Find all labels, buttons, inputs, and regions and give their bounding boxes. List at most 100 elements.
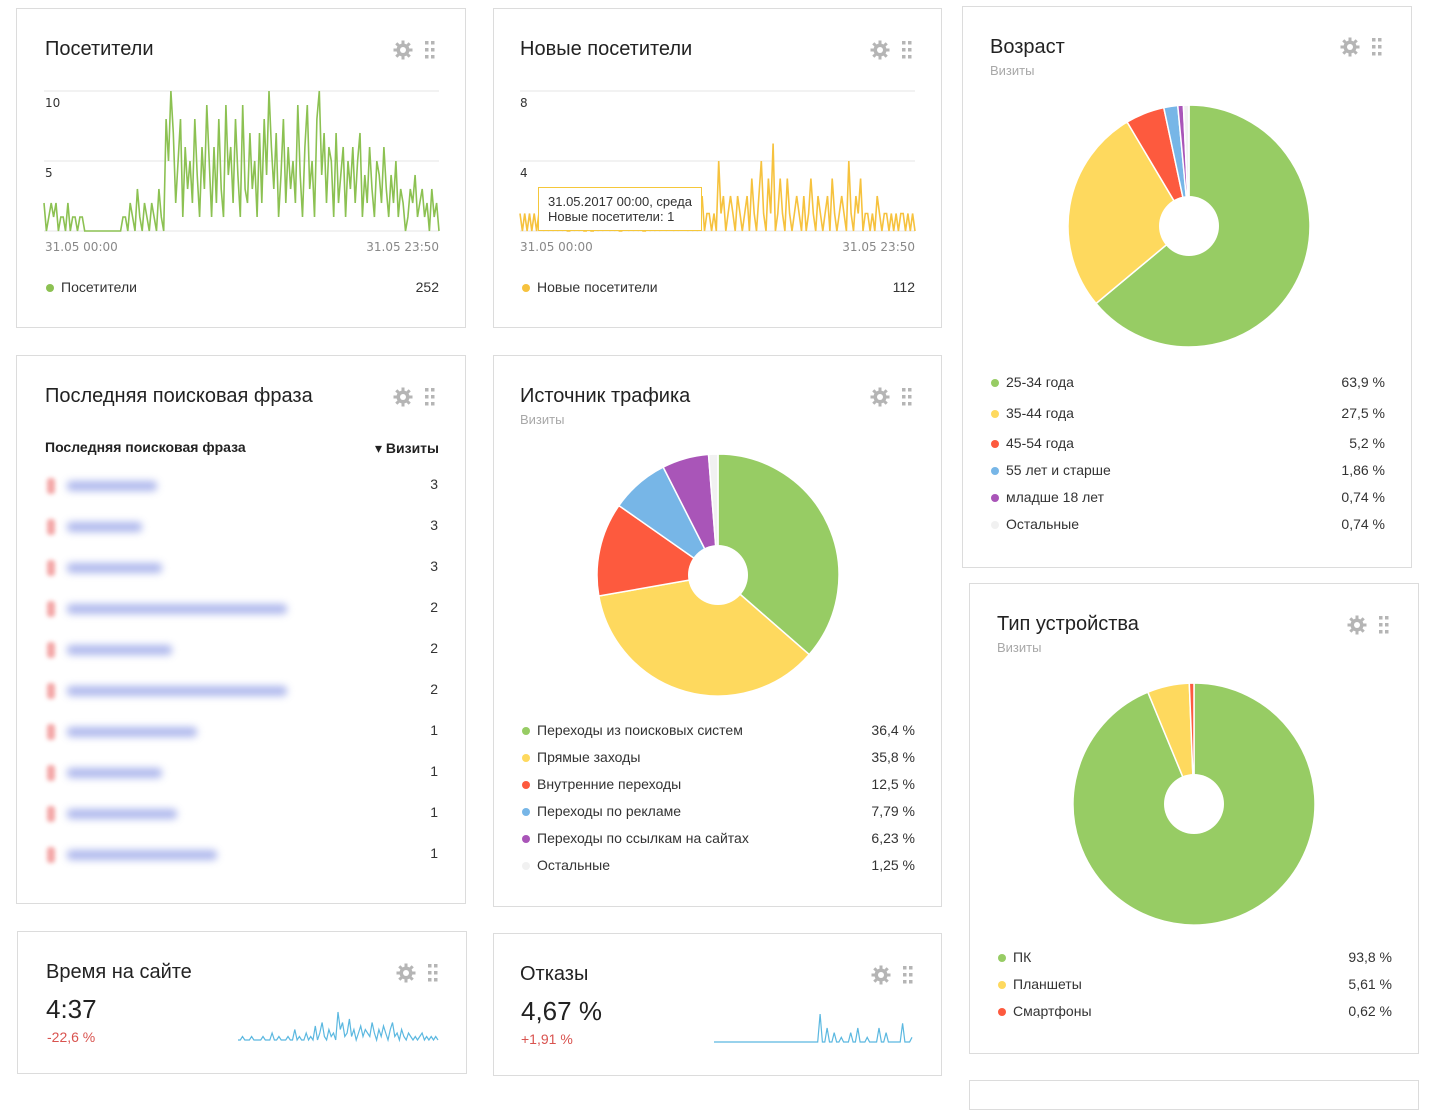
search-engine-icon	[47, 519, 55, 535]
pie-center-hole	[1164, 774, 1224, 834]
gear-icon[interactable]	[396, 963, 416, 988]
metric-delta: -22,6 %	[47, 1029, 96, 1045]
legend-row[interactable]: Планшеты 5,61 %	[970, 976, 1418, 998]
legend-value: 1,86 %	[1341, 462, 1385, 478]
legend-value: 5,61 %	[1348, 976, 1392, 992]
legend-label: Планшеты	[1013, 976, 1082, 992]
drag-handle-icon[interactable]	[903, 966, 913, 989]
legend-row[interactable]: Смартфоны 0,62 %	[970, 1003, 1418, 1025]
legend-label: Остальные	[1006, 516, 1079, 532]
legend-row[interactable]: Внутренние переходы 12,5 %	[494, 776, 941, 798]
pie-slice[interactable]	[596, 504, 720, 597]
legend-row[interactable]: Переходы по рекламе 7,79 %	[494, 803, 941, 825]
x-axis-start: 31.05 00:00	[45, 240, 118, 254]
legend-row[interactable]: Прямые заходы 35,8 %	[494, 749, 941, 771]
drag-handle-icon[interactable]	[425, 388, 435, 411]
pie-center-hole	[688, 545, 748, 605]
legend-row[interactable]: Посетители 252	[17, 279, 465, 301]
legend-value: 35,8 %	[871, 749, 915, 765]
table-row[interactable]: 3	[17, 517, 465, 537]
table-row[interactable]: 1	[17, 722, 465, 742]
widget-title: Посетители	[45, 38, 154, 60]
legend-label: Переходы по ссылкам на сайтах	[537, 830, 749, 846]
search-phrase-blurred	[67, 686, 287, 696]
bounce-rate-widget: Отказы 4,67 % +1,91 %	[493, 933, 942, 1076]
legend-label: Новые посетители	[537, 279, 658, 295]
gear-icon[interactable]	[870, 387, 890, 412]
search-phrase-widget: Последняя поисковая фраза Последняя поис…	[16, 355, 466, 904]
drag-handle-icon[interactable]	[428, 964, 438, 987]
legend-row[interactable]: Остальные 1,25 %	[494, 857, 941, 879]
legend-row[interactable]: Переходы из поисковых систем 36,4 %	[494, 722, 941, 744]
gear-icon[interactable]	[1347, 615, 1367, 640]
legend-row[interactable]: 25-34 года 63,9 %	[963, 374, 1411, 396]
metric-value: 4,67 %	[521, 996, 602, 1026]
column-header-phrase[interactable]: Последняя поисковая фраза	[45, 439, 246, 455]
table-row[interactable]: 3	[17, 558, 465, 578]
legend-row[interactable]: Переходы по ссылкам на сайтах 6,23 %	[494, 830, 941, 852]
legend-value: 252	[415, 279, 439, 295]
pie-slice[interactable]	[1067, 121, 1190, 305]
legend-label: Прямые заходы	[537, 749, 641, 765]
search-phrase-blurred	[67, 850, 217, 860]
legend-value: 7,79 %	[871, 803, 915, 819]
y-tick: 4	[520, 166, 528, 180]
legend-row[interactable]: 55 лет и старше 1,86 %	[963, 462, 1411, 484]
traffic-pie-chart	[596, 453, 840, 697]
widget-title: Последняя поисковая фраза	[45, 385, 313, 407]
widget-subtitle: Визиты	[997, 640, 1042, 655]
search-phrase-blurred	[67, 768, 162, 778]
search-engine-icon	[47, 478, 55, 494]
legend-value: 93,8 %	[1348, 949, 1392, 965]
search-phrase-blurred	[67, 522, 142, 532]
pie-slice[interactable]	[597, 574, 811, 697]
table-row[interactable]: 2	[17, 640, 465, 660]
x-axis-start: 31.05 00:00	[520, 240, 593, 254]
search-engine-icon	[47, 724, 55, 740]
legend-row[interactable]: Остальные 0,74 %	[963, 516, 1411, 538]
traffic-source-widget: Источник трафика Визиты Переходы из поис…	[493, 355, 942, 907]
pie-slice[interactable]	[717, 453, 840, 656]
table-row[interactable]: 1	[17, 804, 465, 824]
search-phrase-blurred	[67, 809, 177, 819]
search-phrase-blurred	[67, 604, 287, 614]
drag-handle-icon[interactable]	[1372, 38, 1382, 61]
legend-row[interactable]: Новые посетители 112	[494, 279, 941, 301]
gear-icon[interactable]	[870, 40, 890, 65]
legend-row[interactable]: 35-44 года 27,5 %	[963, 405, 1411, 427]
bounce-sparkline	[714, 1013, 913, 1043]
visits-count: 2	[430, 681, 438, 697]
search-phrase-blurred	[67, 563, 162, 573]
search-engine-icon	[47, 683, 55, 699]
legend-dot	[522, 727, 530, 735]
gear-icon[interactable]	[1340, 37, 1360, 62]
table-row[interactable]: 1	[17, 763, 465, 783]
gear-icon[interactable]	[393, 40, 413, 65]
gear-icon[interactable]	[393, 387, 413, 412]
pie-slice[interactable]	[1188, 682, 1195, 805]
legend-row[interactable]: младше 18 лет 0,74 %	[963, 489, 1411, 511]
drag-handle-icon[interactable]	[902, 41, 912, 64]
gear-icon[interactable]	[871, 965, 891, 990]
table-row[interactable]: 2	[17, 599, 465, 619]
legend-label: Остальные	[537, 857, 610, 873]
legend-value: 5,2 %	[1349, 435, 1385, 451]
pie-slice[interactable]	[707, 453, 719, 576]
column-header-visits[interactable]: ▾ Визиты	[374, 440, 439, 456]
table-row[interactable]: 3	[17, 476, 465, 496]
pie-slice[interactable]	[1182, 104, 1190, 227]
legend-row[interactable]: 45-54 года 5,2 %	[963, 435, 1411, 457]
metric-value: 4:37	[46, 994, 97, 1024]
drag-handle-icon[interactable]	[1379, 616, 1389, 639]
drag-handle-icon[interactable]	[425, 41, 435, 64]
legend-dot	[522, 862, 530, 870]
drag-handle-icon[interactable]	[902, 388, 912, 411]
table-row[interactable]: 2	[17, 681, 465, 701]
legend-value: 6,23 %	[871, 830, 915, 846]
search-engine-icon	[47, 560, 55, 576]
legend-row[interactable]: ПК 93,8 %	[970, 949, 1418, 971]
legend-dot	[991, 494, 999, 502]
widget-title: Тип устройства	[997, 613, 1139, 635]
legend-label: 35-44 года	[1006, 405, 1074, 421]
table-row[interactable]: 1	[17, 845, 465, 865]
